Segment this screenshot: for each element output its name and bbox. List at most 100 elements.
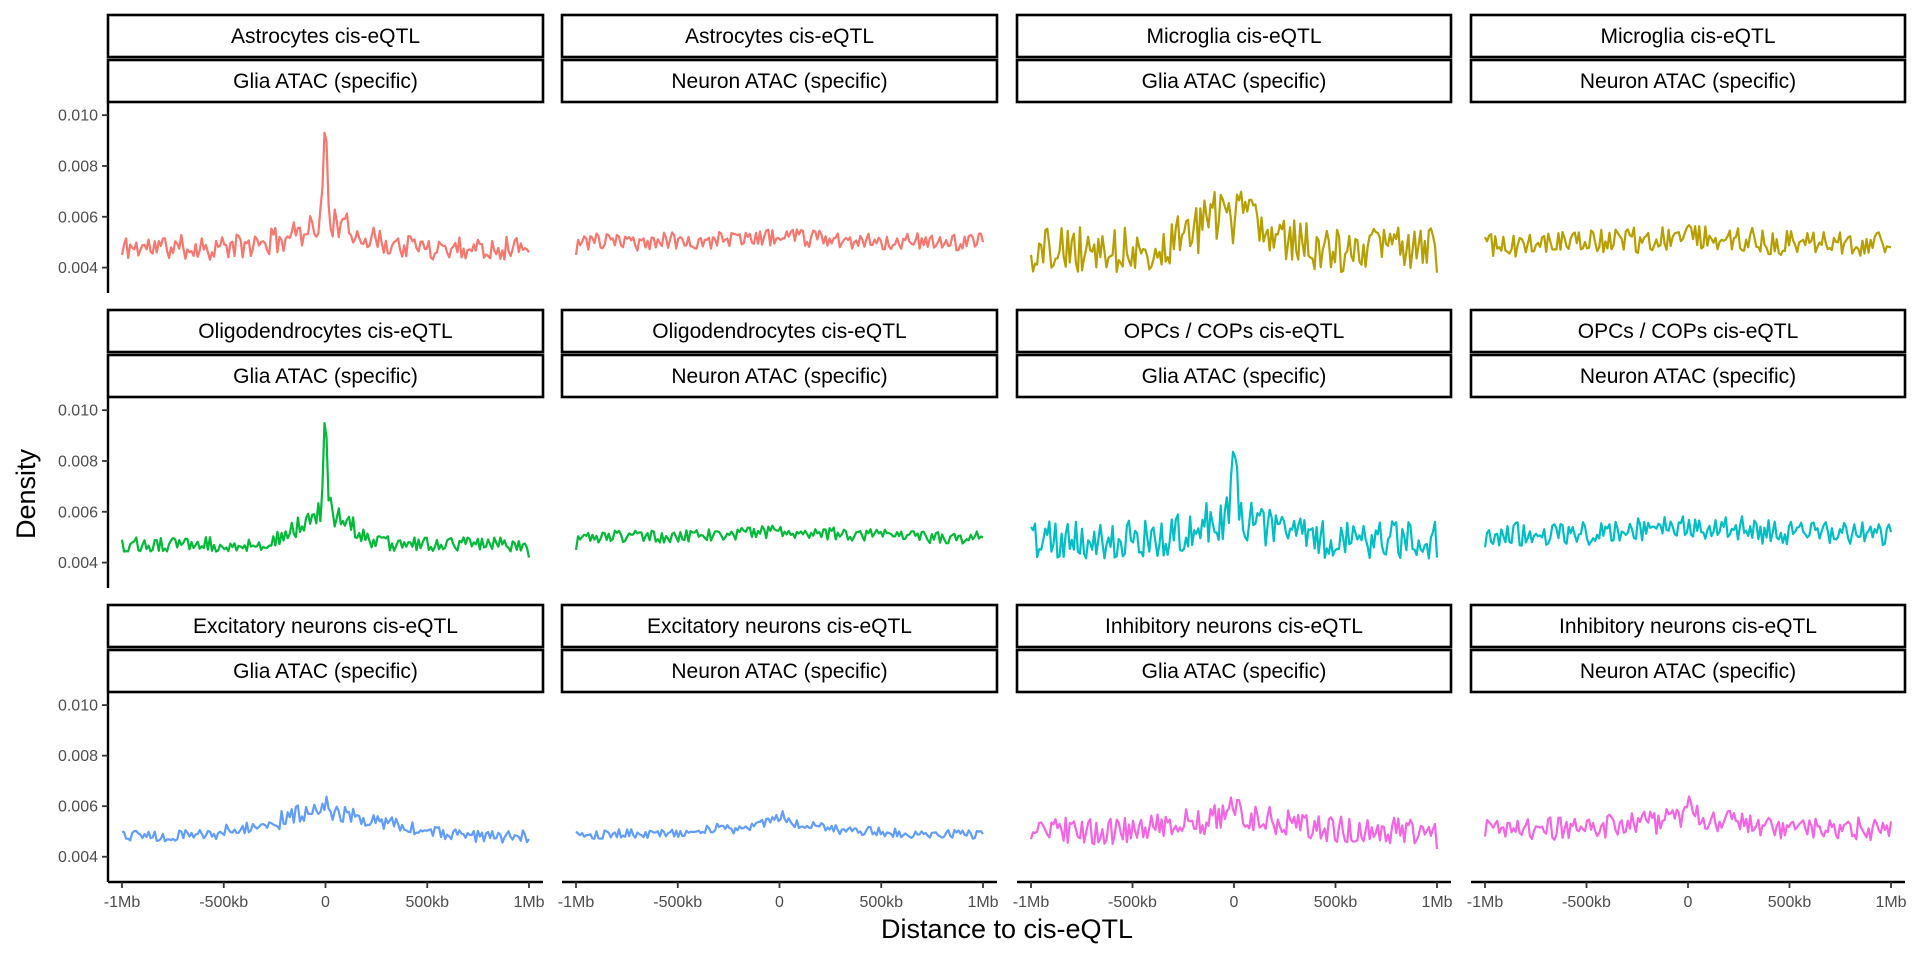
facet-strip-bottom — [106, 353, 545, 399]
x-tick-label: 0 — [1230, 894, 1239, 911]
x-tick-label: -500kb — [1562, 894, 1611, 911]
facet-strip-top-label: Microglia cis-eQTL — [1600, 25, 1775, 48]
facet-panel: Excitatory neurons cis-eQTL Neuron ATAC (… — [558, 603, 999, 911]
facet-strip-top — [1469, 13, 1907, 59]
x-tick-label: 500kb — [1314, 894, 1358, 911]
y-tick-label: 0.004 — [58, 849, 98, 866]
density-line — [1483, 795, 1893, 842]
facet-strip-bottom — [1469, 353, 1907, 399]
x-tick-label: 0 — [775, 894, 784, 911]
panels-layer: Astrocytes cis-eQTL Glia ATAC (specific) 0… — [58, 13, 1907, 911]
facet-strip-top-label: Astrocytes cis-eQTL — [685, 25, 874, 48]
y-tick-label: 0.008 — [58, 748, 98, 765]
facet-strip-bottom — [106, 58, 545, 104]
facet-strip-top-label: Excitatory neurons cis-eQTL — [647, 615, 912, 638]
facet-strip-bottom — [1015, 648, 1453, 694]
y-tick-label: 0.006 — [58, 799, 98, 816]
facet-strip-bottom-label: Glia ATAC (specific) — [1142, 365, 1327, 388]
x-tick-label: 1Mb — [967, 894, 998, 911]
y-axis-title: Density — [11, 448, 41, 539]
facet-strip-bottom — [560, 648, 999, 694]
facet-strip-bottom-label: Neuron ATAC (specific) — [671, 70, 887, 93]
x-axis-title: Distance to cis-eQTL — [881, 914, 1133, 944]
density-line — [120, 422, 531, 558]
facet-strip-top — [1469, 603, 1907, 649]
x-tick-label: -500kb — [1108, 894, 1157, 911]
facet-strip-bottom — [1015, 353, 1453, 399]
facet-panel: Excitatory neurons cis-eQTL Glia ATAC (sp… — [58, 603, 545, 911]
facet-strip-top — [1469, 308, 1907, 354]
x-tick-label: 1Mb — [1421, 894, 1452, 911]
x-tick-label: 500kb — [1768, 894, 1812, 911]
y-tick-label: 0.004 — [58, 260, 98, 277]
density-line — [574, 524, 984, 551]
facet-panel: Oligodendrocytes cis-eQTL Neuron ATAC (sp… — [560, 308, 999, 551]
facet-strip-top — [1015, 13, 1453, 59]
facet-strip-bottom-label: Neuron ATAC (specific) — [1580, 70, 1796, 93]
facet-strip-bottom — [1469, 648, 1907, 694]
density-line — [575, 810, 984, 840]
facet-strip-bottom — [560, 58, 999, 104]
x-tick-label: 0 — [1684, 894, 1693, 911]
facet-strip-bottom-label: Glia ATAC (specific) — [233, 70, 418, 93]
facet-strip-top-label: OPCs / COPs cis-eQTL — [1578, 320, 1799, 343]
x-tick-label: 1Mb — [1875, 894, 1906, 911]
facet-strip-bottom-label: Glia ATAC (specific) — [233, 365, 418, 388]
x-tick-label: -1Mb — [1013, 894, 1050, 911]
facet-panel: Oligodendrocytes cis-eQTL Glia ATAC (spec… — [58, 308, 545, 588]
density-line — [1029, 796, 1439, 850]
facet-panel: OPCs / COPs cis-eQTL Glia ATAC (specific) — [1015, 308, 1453, 560]
density-line — [1029, 190, 1439, 274]
y-tick-label: 0.008 — [58, 158, 98, 175]
facet-strip-top-label: Oligodendrocytes cis-eQTL — [652, 320, 906, 343]
density-line — [121, 795, 530, 844]
x-tick-label: -500kb — [199, 894, 248, 911]
facet-strip-top — [560, 308, 999, 354]
x-tick-label: 0 — [321, 894, 330, 911]
facet-strip-top — [1015, 603, 1453, 649]
facet-strip-top-label: Microglia cis-eQTL — [1146, 25, 1321, 48]
facet-panel: OPCs / COPs cis-eQTL Neuron ATAC (specifi… — [1469, 308, 1907, 548]
facet-strip-top-label: Oligodendrocytes cis-eQTL — [198, 320, 452, 343]
y-tick-label: 0.004 — [58, 555, 98, 572]
y-tick-label: 0.006 — [58, 209, 98, 226]
y-tick-label: 0.006 — [58, 504, 98, 521]
x-tick-label: 500kb — [405, 894, 449, 911]
x-tick-label: -500kb — [653, 894, 702, 911]
facet-strip-top-label: Inhibitory neurons cis-eQTL — [1105, 615, 1363, 638]
facet-strip-bottom — [106, 648, 545, 694]
facet-panel: Inhibitory neurons cis-eQTL Glia ATAC (sp… — [1013, 603, 1453, 911]
facet-panel: Astrocytes cis-eQTL Neuron ATAC (specific… — [560, 13, 999, 256]
facet-strip-bottom-label: Neuron ATAC (specific) — [1580, 660, 1796, 683]
facet-panel: Microglia cis-eQTL Glia ATAC (specific) — [1015, 13, 1453, 274]
density-line — [1484, 224, 1892, 258]
facet-strip-top — [106, 603, 545, 649]
y-tick-label: 0.010 — [58, 403, 98, 420]
density-line — [1030, 450, 1439, 560]
facet-strip-bottom-label: Glia ATAC (specific) — [1142, 660, 1327, 683]
facet-strip-top — [1015, 308, 1453, 354]
facet-strip-top — [560, 13, 999, 59]
facet-panel: Astrocytes cis-eQTL Glia ATAC (specific) 0… — [58, 13, 545, 293]
facet-panel: Inhibitory neurons cis-eQTL Neuron ATAC (… — [1467, 603, 1907, 911]
density-line — [1483, 515, 1893, 548]
facet-strip-top — [106, 308, 545, 354]
facet-strip-bottom-label: Neuron ATAC (specific) — [1580, 365, 1796, 388]
x-tick-label: 1Mb — [513, 894, 544, 911]
facet-strip-top-label: Astrocytes cis-eQTL — [231, 25, 420, 48]
facet-strip-bottom — [1469, 58, 1907, 104]
facet-strip-bottom — [560, 353, 999, 399]
facet-strip-bottom-label: Neuron ATAC (specific) — [671, 365, 887, 388]
facet-strip-top-label: Excitatory neurons cis-eQTL — [193, 615, 458, 638]
facet-strip-top — [106, 13, 545, 59]
x-tick-label: 500kb — [859, 894, 903, 911]
facet-strip-bottom — [1015, 58, 1453, 104]
facet-strip-top-label: Inhibitory neurons cis-eQTL — [1559, 615, 1817, 638]
x-tick-label: -1Mb — [104, 894, 141, 911]
facet-strip-bottom-label: Glia ATAC (specific) — [1142, 70, 1327, 93]
facet-strip-bottom-label: Glia ATAC (specific) — [233, 660, 418, 683]
y-tick-label: 0.010 — [58, 108, 98, 125]
density-line — [574, 228, 985, 256]
